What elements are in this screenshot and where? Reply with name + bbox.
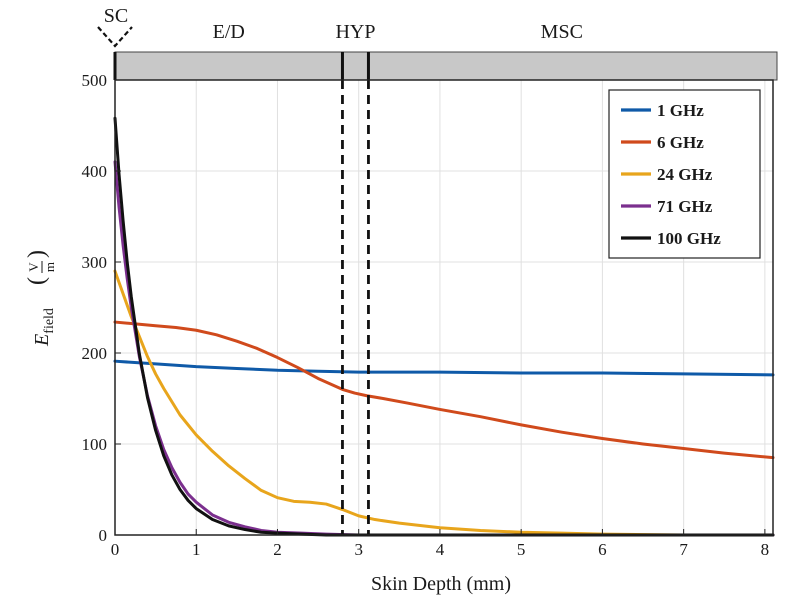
y-tick-label: 200: [82, 344, 108, 363]
legend-label: 6 GHz: [657, 133, 704, 152]
x-tick-label: 6: [598, 540, 607, 559]
x-tick-label: 4: [436, 540, 445, 559]
x-tick-label: 8: [761, 540, 770, 559]
region-label: E/D: [213, 21, 245, 43]
x-tick-label: 3: [354, 540, 363, 559]
legend: 1 GHz 6 GHz 24 GHz 71 GHz 100 GHz: [608, 89, 761, 259]
y-axis-symbol: E: [31, 334, 53, 347]
series-line: [113, 359, 775, 377]
region-band: SC E/D HYP MSC: [97, 5, 778, 81]
y-tick-label: 300: [82, 253, 108, 272]
legend-label: 24 GHz: [657, 165, 713, 184]
svg-text:Efield: Efield: [31, 308, 57, 347]
x-tick-label: 7: [679, 540, 688, 559]
x-tick-label: 5: [517, 540, 526, 559]
y-tick-label: 400: [82, 162, 108, 181]
svg-text:): ): [24, 250, 50, 258]
y-axis-subscript: field: [42, 308, 57, 334]
y-axis-label: Efield ( V m ): [24, 250, 57, 347]
region-label: SC: [104, 5, 128, 27]
y-tick-label: 500: [82, 71, 108, 90]
sc-marker: [97, 26, 133, 48]
legend-label: 100 GHz: [657, 229, 721, 248]
svg-text:(: (: [24, 277, 50, 285]
x-tick-label: 2: [273, 540, 282, 559]
y-axis-unit-num: V: [26, 262, 41, 272]
series-line: [113, 269, 775, 537]
plot-frame: [114, 79, 774, 536]
y-axis-unit-den: m: [42, 262, 57, 272]
region-label: MSC: [541, 21, 583, 43]
region-band-bar: [114, 51, 778, 81]
legend-label: 1 GHz: [657, 101, 704, 120]
boundary-lines: [341, 80, 370, 535]
y-tick-label: 100: [82, 435, 108, 454]
x-axis-label: Skin Depth (mm): [371, 573, 511, 595]
x-tick-label: 0: [111, 540, 120, 559]
x-tick-label: 1: [192, 540, 201, 559]
region-label: HYP: [335, 21, 375, 43]
ticks: 0 1 2 3 4 5 6 7 8 0 100 200 300 400 500: [82, 71, 770, 559]
legend-label: 71 GHz: [657, 197, 713, 216]
series-line: [113, 320, 775, 460]
y-tick-label: 0: [99, 526, 108, 545]
